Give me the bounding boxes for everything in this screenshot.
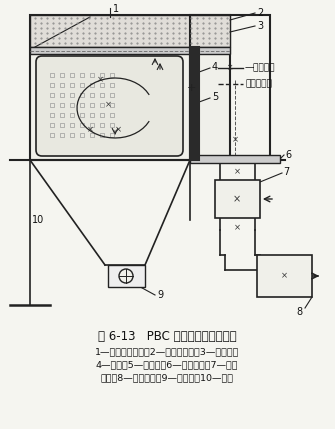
Text: ×: × bbox=[233, 167, 241, 176]
Text: 4: 4 bbox=[212, 62, 218, 72]
Text: ×: × bbox=[86, 126, 93, 135]
Text: 4—扁袋；5—净气室；6—检修平台；7—反吸: 4—扁袋；5—净气室；6—检修平台；7—反吸 bbox=[96, 360, 238, 369]
Text: ×: × bbox=[115, 126, 122, 135]
Text: 5: 5 bbox=[212, 92, 218, 102]
Bar bbox=[108, 265, 145, 287]
Text: 10: 10 bbox=[32, 215, 44, 225]
Text: ×: × bbox=[105, 100, 112, 109]
Text: 2: 2 bbox=[257, 8, 263, 18]
Text: ×: × bbox=[233, 224, 241, 233]
Text: ×: × bbox=[280, 272, 287, 281]
Bar bbox=[190, 47, 199, 160]
Bar bbox=[30, 47, 230, 54]
Text: 1—含尘气体入口；2—气体分布网；3—过滤室；: 1—含尘气体入口；2—气体分布网；3—过滤室； bbox=[95, 347, 239, 356]
Text: 3: 3 bbox=[257, 21, 263, 31]
Bar bbox=[190, 155, 280, 163]
Text: ×: × bbox=[96, 76, 104, 85]
Text: 6: 6 bbox=[285, 150, 291, 160]
Text: —过滤气流: —过滤气流 bbox=[245, 63, 275, 73]
Bar bbox=[30, 15, 230, 160]
Text: 图 6-13   PBC 型旁插扁袋式除尘器: 图 6-13 PBC 型旁插扁袋式除尘器 bbox=[98, 330, 236, 343]
Bar bbox=[30, 15, 230, 47]
FancyBboxPatch shape bbox=[36, 56, 183, 156]
Text: ×: × bbox=[231, 136, 239, 145]
Text: 7: 7 bbox=[283, 167, 289, 177]
Text: 风阀；8—净气总管；9—排灰器；10—灰斗: 风阀；8—净气总管；9—排灰器；10—灰斗 bbox=[100, 373, 233, 382]
Circle shape bbox=[119, 269, 133, 283]
Text: 9: 9 bbox=[157, 290, 163, 300]
Text: 8: 8 bbox=[296, 307, 302, 317]
Bar bbox=[215, 180, 260, 218]
Bar bbox=[190, 15, 270, 160]
Text: +: + bbox=[186, 83, 196, 93]
Text: ×: × bbox=[227, 63, 233, 73]
Text: 反吸风气流: 反吸风气流 bbox=[245, 79, 272, 88]
Text: 1: 1 bbox=[113, 4, 119, 14]
Text: ×: × bbox=[233, 194, 241, 204]
Bar bbox=[257, 255, 312, 297]
